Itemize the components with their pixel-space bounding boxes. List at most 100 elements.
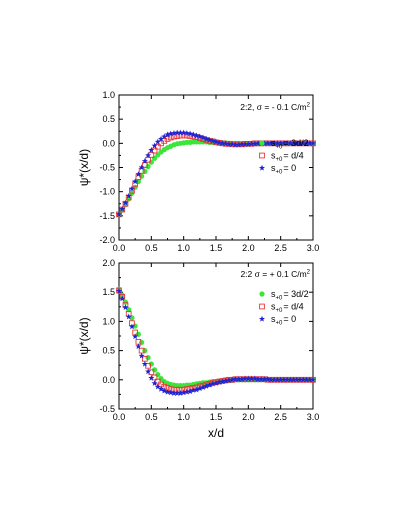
x-tick-label: 0.5	[145, 412, 158, 422]
data-point	[245, 141, 252, 147]
data-point	[190, 131, 197, 138]
y-tick-label: -1.0	[99, 187, 115, 197]
data-point	[196, 385, 203, 392]
data-point	[193, 132, 200, 139]
y-tick-label: 1.5	[102, 287, 115, 297]
data-point	[122, 299, 129, 305]
legend: s+0= 3d/2s+0= d/4s+0= 0	[258, 138, 309, 176]
legend-marker	[259, 303, 265, 310]
data-point	[161, 387, 168, 394]
data-point	[216, 139, 223, 146]
data-point	[235, 141, 242, 148]
data-point	[254, 376, 262, 382]
data-point	[274, 376, 281, 383]
data-point	[139, 339, 145, 346]
data-point	[145, 163, 151, 170]
panel-annotation: 2:2 σ = + 0.1 C/m2	[240, 269, 310, 279]
data-point	[115, 211, 123, 217]
x-tick-label: 2.0	[242, 243, 255, 253]
legend-marker	[258, 315, 266, 322]
data-point	[303, 376, 310, 383]
data-point	[167, 130, 174, 137]
data-point	[300, 140, 307, 146]
data-point	[174, 390, 181, 396]
data-point	[203, 383, 210, 389]
series-3	[115, 287, 317, 396]
data-point	[141, 360, 148, 367]
x-tick-label: 1.5	[210, 412, 223, 422]
y-tick-label: 1.0	[102, 90, 115, 100]
data-point	[235, 376, 242, 382]
data-point	[222, 377, 229, 384]
data-point	[154, 138, 161, 145]
data-point	[187, 130, 194, 137]
data-point	[306, 140, 313, 146]
data-point	[122, 199, 129, 206]
legend-entry: s+0= 3d/2	[271, 138, 309, 151]
panel-annotation: 2:2, σ = - 0.1 C/m2	[240, 102, 310, 112]
data-point	[119, 205, 126, 212]
x-axis-title: x/d	[208, 426, 224, 440]
data-point	[206, 381, 213, 388]
y-tick-label: -0.5	[99, 404, 115, 414]
data-point	[203, 135, 210, 142]
data-point	[206, 136, 213, 143]
data-point	[229, 376, 236, 383]
data-point	[251, 375, 258, 382]
data-point	[306, 376, 313, 383]
data-point	[132, 333, 139, 340]
data-point	[138, 352, 145, 359]
data-point	[196, 133, 203, 140]
data-point	[177, 390, 184, 396]
data-point	[219, 140, 226, 146]
data-point	[128, 185, 135, 192]
y-tick-label: 0.5	[102, 114, 115, 124]
data-point	[135, 171, 142, 177]
data-point	[122, 304, 129, 310]
data-point	[222, 140, 229, 147]
legend: s+0= 3d/2s+0= d/4s+0= 0	[258, 289, 309, 327]
data-point	[142, 168, 148, 174]
data-point	[157, 135, 165, 142]
data-point	[142, 348, 148, 354]
data-point	[157, 385, 165, 392]
data-point	[225, 377, 232, 383]
data-point	[119, 295, 126, 302]
data-point	[132, 323, 138, 329]
data-point	[145, 152, 152, 159]
x-tick-label: 0.0	[113, 243, 126, 253]
data-point	[290, 376, 297, 383]
data-point	[128, 323, 135, 330]
data-point	[164, 131, 171, 138]
data-point	[212, 138, 220, 145]
data-point	[167, 389, 174, 396]
x-tick-label: 2.5	[274, 243, 287, 253]
data-point	[142, 162, 148, 168]
y-tick-label: 2.0	[102, 258, 115, 268]
data-point	[293, 376, 300, 383]
data-point	[216, 378, 223, 385]
data-point	[219, 378, 226, 385]
x-tick-label: 0.0	[113, 412, 126, 422]
data-point	[284, 376, 291, 383]
data-point	[280, 376, 287, 383]
data-point	[148, 361, 154, 367]
data-point	[187, 388, 194, 395]
data-point	[180, 389, 187, 396]
data-point	[267, 376, 275, 383]
data-point	[277, 140, 284, 146]
legend-marker	[258, 164, 266, 171]
y-tick-label: -0.5	[99, 163, 115, 173]
x-tick-label: 2.5	[274, 412, 287, 422]
data-point	[132, 184, 138, 190]
data-point	[145, 355, 151, 361]
data-point	[164, 136, 171, 142]
data-point	[238, 376, 245, 382]
legend-marker	[259, 140, 265, 146]
data-point	[238, 141, 245, 147]
data-point	[212, 380, 220, 386]
data-point	[280, 140, 287, 146]
data-point	[297, 140, 304, 146]
y-tick-label: -2.0	[99, 235, 115, 245]
data-point	[290, 140, 297, 146]
